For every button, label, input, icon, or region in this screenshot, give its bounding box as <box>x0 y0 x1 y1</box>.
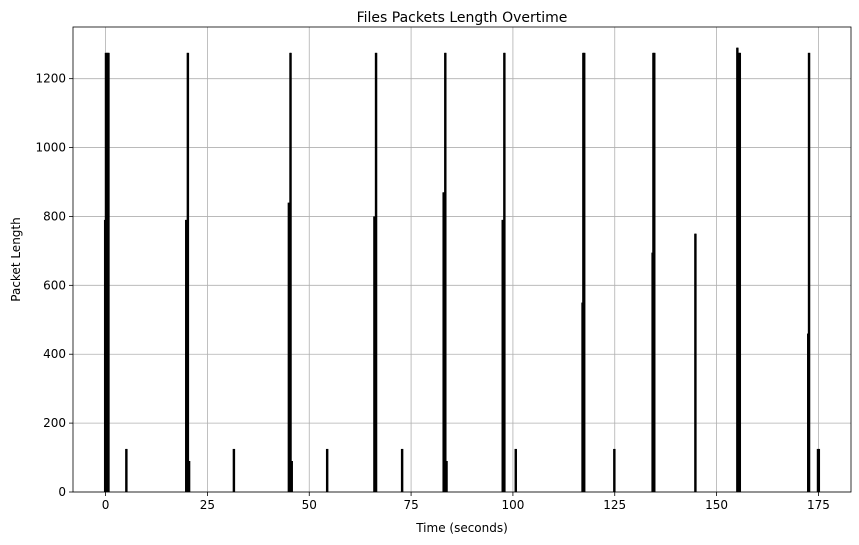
bar <box>125 448 128 492</box>
bar <box>653 52 656 492</box>
bar <box>326 448 329 492</box>
x-tick-label: 50 <box>302 498 317 512</box>
x-tick-label: 125 <box>603 498 626 512</box>
y-tick-label: 400 <box>43 347 66 361</box>
bar <box>444 52 447 492</box>
x-axis-ticks: 0 25 50 75 100 125 150 175 <box>102 492 830 512</box>
bar <box>108 52 110 492</box>
y-tick-label: 200 <box>43 416 66 430</box>
y-axis-label: Packet Length <box>9 217 23 301</box>
bar <box>375 52 378 492</box>
bar <box>739 52 742 492</box>
bar <box>515 448 517 492</box>
x-tick-label: 150 <box>705 498 728 512</box>
bar <box>582 52 584 492</box>
bar <box>808 52 811 492</box>
bar <box>613 448 616 492</box>
x-tick-label: 175 <box>807 498 830 512</box>
y-tick-label: 1200 <box>35 72 66 86</box>
bar <box>187 52 190 492</box>
chart-title: Files Packets Length Overtime <box>357 10 568 26</box>
y-tick-label: 800 <box>43 209 66 223</box>
bar <box>583 52 586 492</box>
bar <box>401 448 404 492</box>
bar <box>446 461 448 492</box>
bar <box>807 333 809 492</box>
y-axis-ticks: 0 200 400 600 800 1000 1200 <box>35 72 73 499</box>
bar <box>233 448 236 492</box>
x-tick-label: 100 <box>501 498 524 512</box>
bar <box>817 448 820 492</box>
x-tick-label: 25 <box>200 498 215 512</box>
plot-frame <box>72 26 852 493</box>
x-tick-label: 75 <box>403 498 418 512</box>
grid <box>73 27 851 493</box>
bar <box>290 52 292 492</box>
y-tick-label: 1000 <box>35 141 66 155</box>
bar <box>503 52 506 492</box>
bar <box>188 461 191 492</box>
x-axis-label: Time (seconds) <box>415 521 508 535</box>
x-tick-label: 0 <box>102 498 110 512</box>
bar <box>291 461 293 492</box>
bar <box>818 448 821 492</box>
bar <box>694 233 697 492</box>
y-tick-label: 0 <box>58 485 66 499</box>
bars <box>103 47 821 493</box>
bar <box>185 219 187 492</box>
y-tick-label: 600 <box>43 278 66 292</box>
bar <box>232 448 235 492</box>
